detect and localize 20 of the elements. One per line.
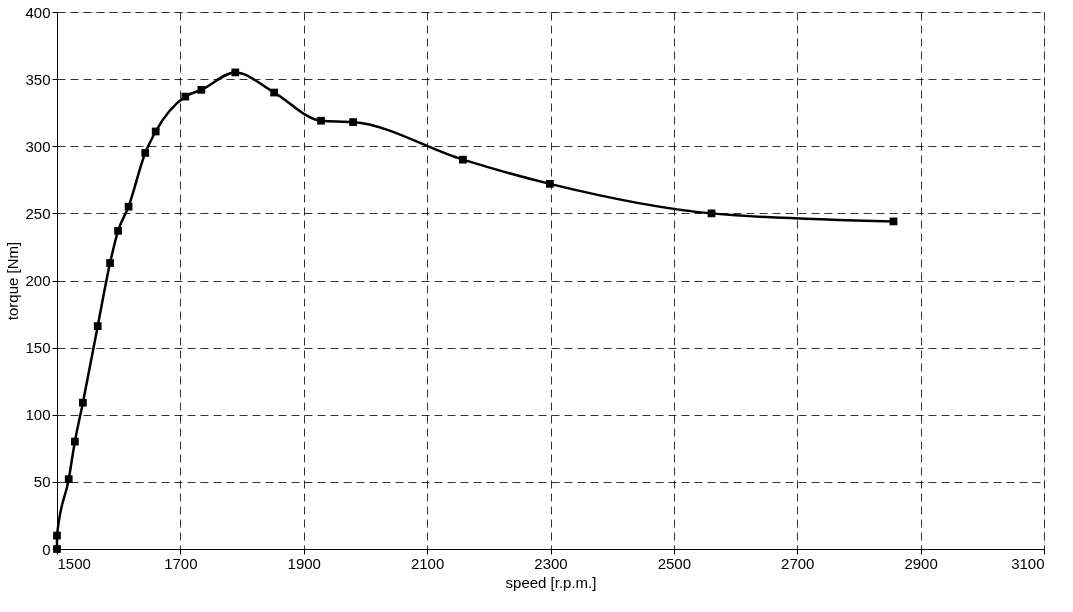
y-tick-label: 100: [25, 406, 51, 424]
x-tick-label: 2300: [534, 554, 568, 572]
x-tick-label: 2100: [410, 554, 445, 572]
y-tick-label: 200: [25, 272, 51, 289]
x-tick-label: 2700: [781, 554, 815, 572]
x-tick-label: 3100: [1011, 554, 1045, 572]
y-tick-label: 0: [42, 540, 51, 558]
x-tick-label: 1900: [287, 554, 321, 572]
x-tick-label: 2500: [657, 554, 692, 572]
x-axis-title: speed [r.p.m.]: [505, 573, 597, 591]
x-tick-label: 1700: [164, 554, 198, 572]
y-tick-label: 50: [33, 473, 51, 491]
y-axis-title: torque [Nm]: [4, 241, 22, 321]
x-tick-label: 1500: [57, 554, 91, 572]
y-tick-label: 250: [25, 204, 51, 222]
y-tick-label: 400: [25, 3, 51, 21]
y-tick-label: 350: [25, 70, 51, 88]
y-tick-label: 300: [25, 137, 51, 155]
y-tick-label: 150: [25, 339, 51, 357]
x-tick-label: 2900: [904, 554, 938, 572]
